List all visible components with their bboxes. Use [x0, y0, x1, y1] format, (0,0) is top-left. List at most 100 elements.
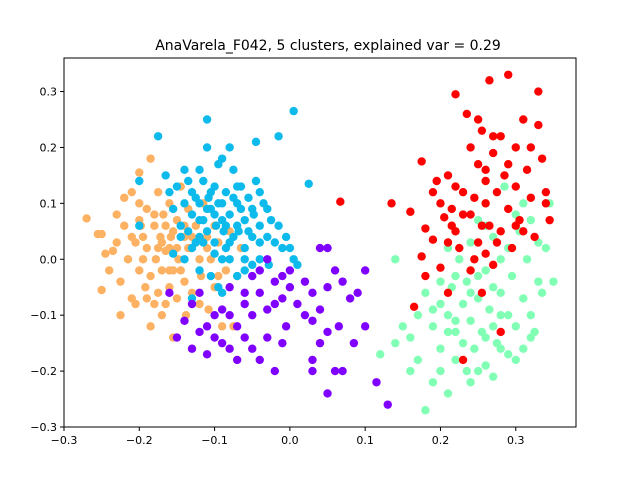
data-point	[120, 193, 129, 202]
x-tick-label: 0.2	[432, 434, 450, 447]
data-point	[507, 243, 517, 253]
data-point	[462, 109, 472, 119]
data-point	[202, 227, 212, 236]
data-point	[150, 210, 159, 219]
data-point	[285, 283, 295, 292]
data-point	[455, 243, 464, 253]
data-point	[511, 355, 520, 365]
data-point	[473, 115, 483, 124]
data-point	[330, 366, 340, 376]
data-point	[300, 310, 310, 320]
data-point	[165, 288, 174, 298]
data-point	[270, 299, 280, 309]
data-point	[406, 366, 415, 376]
data-point	[202, 143, 212, 152]
data-point	[436, 344, 445, 353]
data-point	[496, 344, 505, 353]
data-point	[436, 199, 445, 208]
data-point	[202, 322, 212, 331]
y-tick-label: −0.3	[30, 421, 57, 434]
data-point	[202, 115, 212, 124]
data-point	[485, 221, 494, 230]
data-point	[187, 344, 197, 353]
data-point	[458, 299, 468, 309]
data-point	[161, 171, 170, 180]
data-point	[195, 288, 204, 298]
data-point	[248, 271, 257, 281]
data-point	[221, 243, 231, 253]
data-point	[142, 294, 152, 303]
data-point	[255, 221, 264, 230]
data-point	[470, 344, 479, 353]
data-point	[492, 238, 502, 247]
data-point	[541, 199, 551, 208]
data-point	[172, 182, 182, 191]
data-point	[466, 210, 475, 219]
data-point	[151, 255, 161, 264]
data-point	[120, 221, 129, 230]
data-point	[526, 310, 536, 320]
data-point	[206, 187, 216, 197]
data-point	[496, 255, 505, 264]
data-point	[135, 221, 144, 230]
data-point	[496, 310, 505, 320]
data-point	[180, 199, 189, 208]
data-point	[116, 277, 125, 286]
data-point	[150, 299, 159, 309]
data-point	[519, 199, 528, 208]
data-point	[481, 333, 490, 342]
data-point	[161, 221, 170, 230]
data-point	[315, 338, 325, 348]
data-point	[549, 277, 558, 286]
y-tick-label: 0.3	[40, 86, 58, 99]
data-point	[165, 266, 174, 275]
data-point	[421, 406, 430, 415]
data-point	[338, 277, 347, 286]
data-point	[255, 266, 264, 275]
data-point	[232, 182, 242, 191]
data-point	[391, 338, 400, 348]
data-point	[466, 143, 475, 152]
data-point	[195, 266, 204, 275]
data-point	[391, 255, 400, 264]
data-point	[278, 338, 287, 348]
data-point	[142, 243, 152, 253]
data-point	[141, 283, 150, 292]
data-point	[481, 199, 490, 208]
data-point	[180, 316, 189, 325]
data-point	[504, 70, 513, 79]
data-point	[308, 366, 317, 376]
data-point	[255, 288, 264, 298]
data-point	[104, 266, 114, 275]
data-point	[195, 255, 204, 264]
data-point	[195, 232, 204, 242]
data-point	[511, 322, 520, 331]
data-point	[511, 221, 520, 230]
data-point	[146, 322, 155, 331]
data-point	[240, 299, 249, 309]
data-point	[180, 277, 189, 286]
data-point	[199, 215, 208, 225]
x-tick-label: −0.1	[201, 434, 228, 447]
data-point	[211, 221, 221, 230]
data-point	[406, 207, 415, 216]
data-point	[217, 215, 227, 225]
data-point	[236, 204, 246, 214]
data-point	[180, 165, 189, 175]
data-point	[336, 197, 345, 206]
data-point	[455, 255, 464, 264]
data-point	[338, 366, 347, 376]
data-point	[436, 263, 445, 272]
data-point	[443, 238, 453, 247]
data-point	[248, 260, 257, 270]
data-point	[199, 176, 208, 186]
data-point	[221, 266, 231, 275]
data-point	[206, 271, 216, 281]
data-point	[451, 90, 460, 99]
data-point	[504, 204, 513, 214]
data-point	[458, 338, 468, 348]
x-tick-label: −0.3	[51, 434, 78, 447]
data-point	[214, 271, 223, 281]
